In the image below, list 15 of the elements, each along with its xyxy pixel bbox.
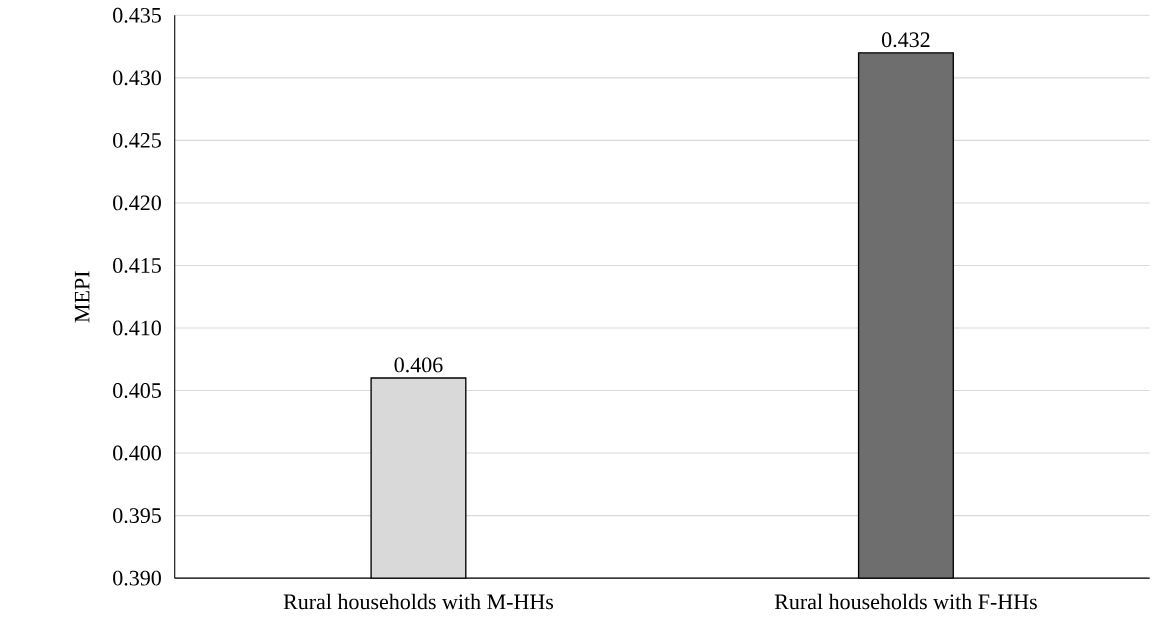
data-label: 0.406 [394, 357, 443, 373]
y-tick-label: 0.400 [113, 445, 161, 461]
x-tick-label: Rural households with M-HHs [283, 593, 554, 610]
y-axis-title: MEPI [74, 271, 90, 323]
y-tick-label: 0.405 [113, 382, 161, 398]
y-tick-label: 0.420 [113, 195, 161, 211]
data-label: 0.432 [882, 32, 930, 48]
y-tick-label: 0.390 [113, 570, 161, 586]
y-tick-label: 0.430 [113, 70, 161, 86]
y-tick-label: 0.425 [113, 132, 161, 148]
y-tick-label: 0.415 [113, 257, 161, 273]
y-tick-label: 0.410 [113, 320, 161, 336]
y-tick-label: 0.395 [113, 508, 161, 524]
x-tick-label: Rural households with F-HHs [774, 593, 1037, 610]
y-tick-label: 0.435 [113, 7, 161, 23]
